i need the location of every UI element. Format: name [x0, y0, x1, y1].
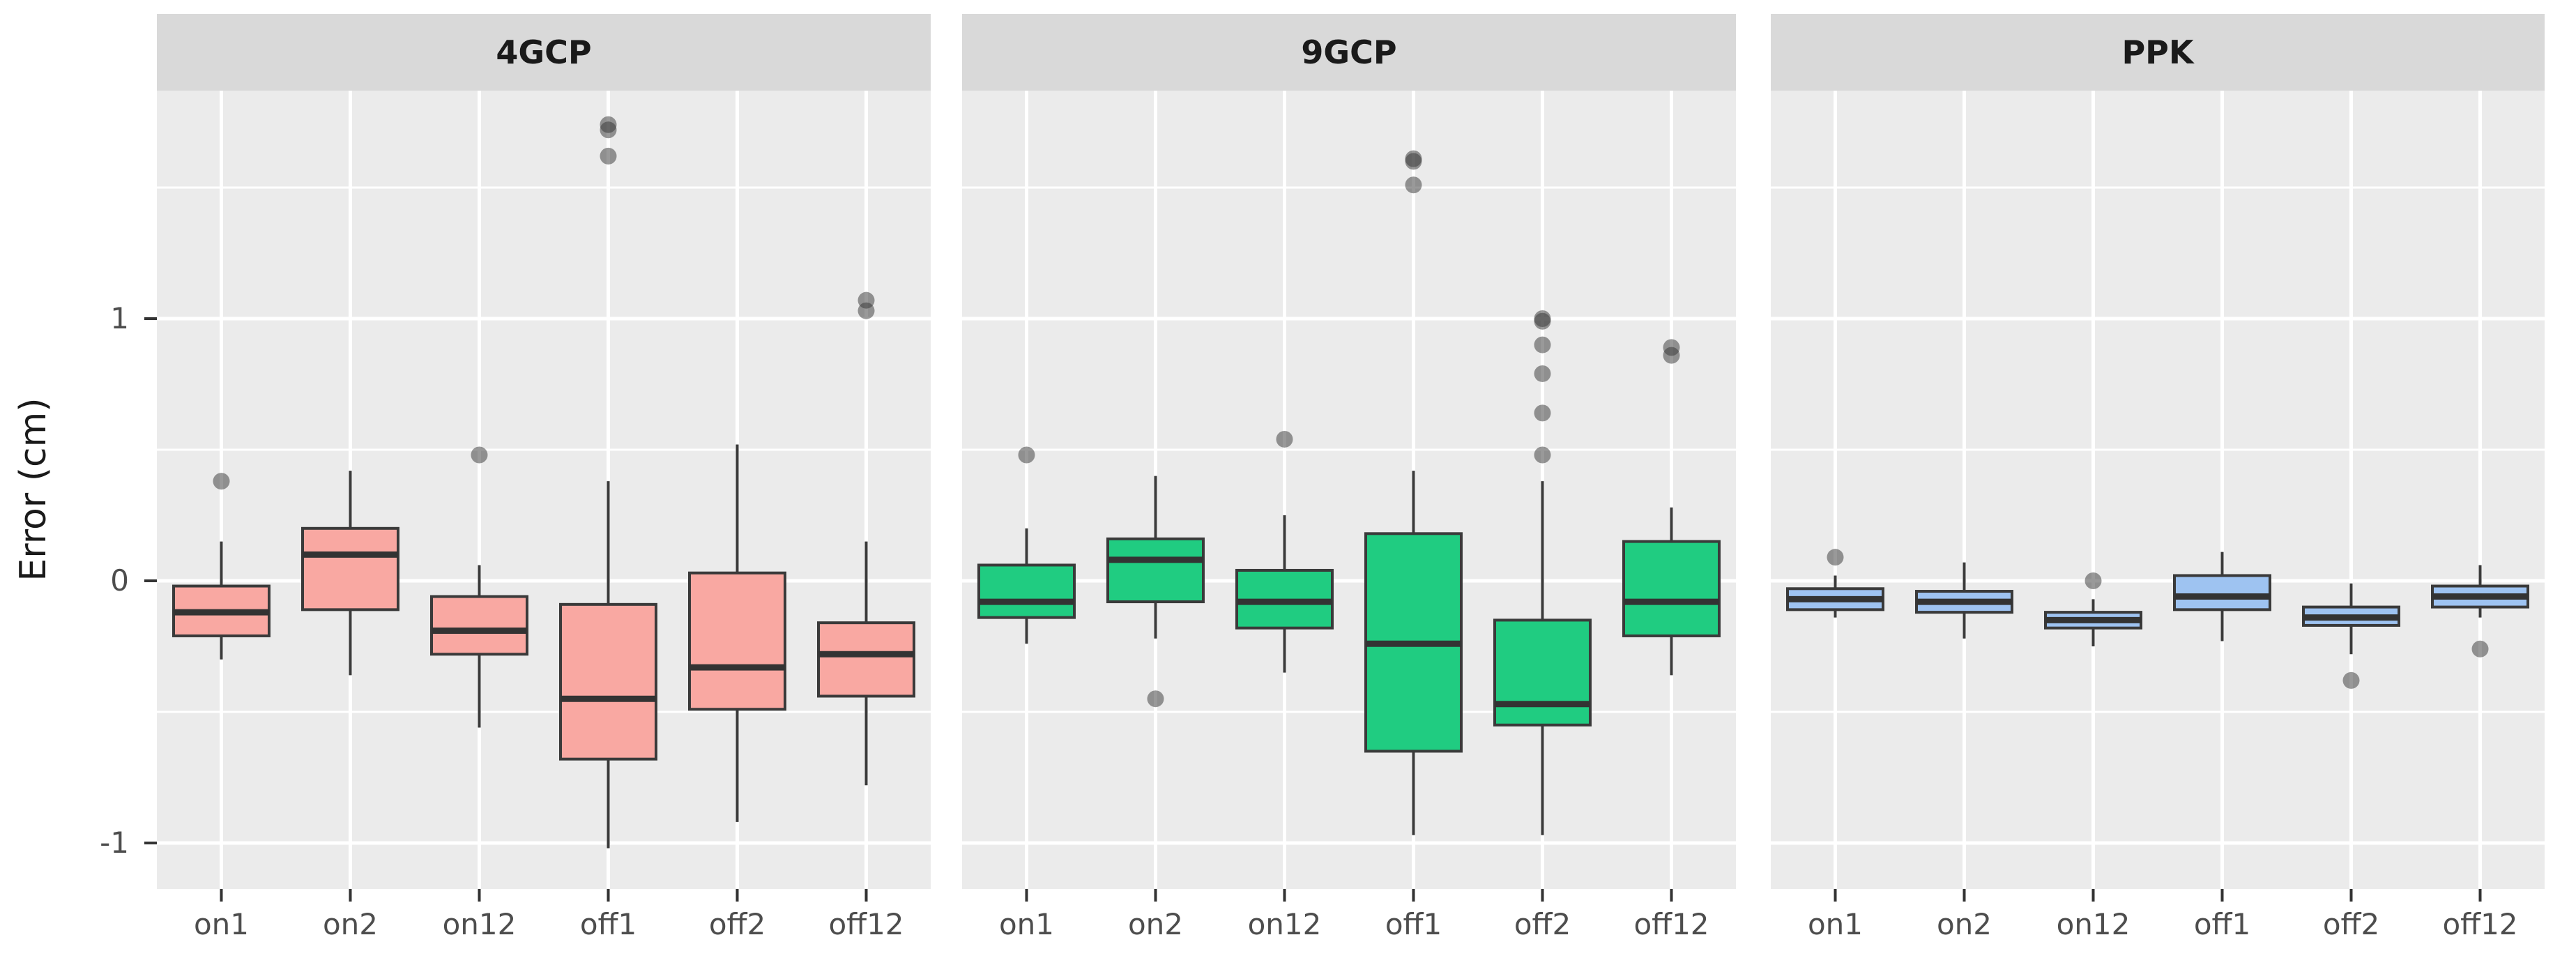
iqr-box	[430, 595, 528, 656]
facet-strip	[157, 14, 931, 91]
outlier-point	[1018, 446, 1035, 464]
boxplot-on2	[1915, 562, 2013, 639]
outlier-point	[213, 473, 230, 490]
outlier-point	[2471, 640, 2489, 658]
facet-strip	[1771, 14, 2545, 91]
outlier-point	[1827, 549, 1844, 566]
outlier-point	[600, 121, 617, 139]
boxplot-off1	[559, 116, 657, 849]
y-tick-label: 1	[110, 301, 129, 335]
x-tick-label-off12: off12	[1633, 907, 1709, 941]
iqr-box	[977, 563, 1076, 619]
boxplot-on1	[172, 473, 270, 660]
outlier-point	[2085, 572, 2102, 589]
outlier-point	[1534, 365, 1551, 382]
boxplot-on12	[430, 446, 528, 728]
boxplot-on2	[1106, 476, 1205, 708]
x-tick-label-on1: on1	[998, 907, 1055, 941]
outlier-point	[1405, 153, 1422, 170]
x-tick-label-on1: on1	[193, 907, 250, 941]
outlier-point	[1405, 176, 1422, 194]
boxplot-off2	[1493, 310, 1592, 835]
x-tick-label-on2: on2	[1127, 907, 1184, 941]
boxplot-off12	[1622, 339, 1721, 676]
iqr-box	[817, 621, 915, 698]
facet-strip-label-ppk: PPK	[2121, 33, 2194, 71]
x-tick-label-off2: off2	[1514, 907, 1571, 941]
outlier-point	[471, 446, 488, 464]
outlier-point	[1147, 690, 1164, 708]
x-tick-label-on12: on12	[1247, 907, 1322, 941]
y-tick-label: 0	[110, 563, 129, 598]
x-tick-label-on12: on12	[2056, 907, 2131, 941]
iqr-box	[2173, 574, 2271, 611]
x-tick-label-off12: off12	[828, 907, 904, 941]
outlier-point	[1276, 430, 1293, 448]
boxplot-on12	[1235, 430, 1334, 673]
boxplot-on2	[301, 471, 399, 676]
boxplot-on1	[1786, 549, 1884, 618]
iqr-box	[301, 526, 399, 611]
facet-strip-label-9gcp: 9GCP	[1301, 33, 1397, 71]
boxplot-on12	[2044, 572, 2142, 646]
boxplot-off2	[2302, 583, 2400, 689]
panel-4GCP	[157, 14, 931, 902]
panel-9GCP	[962, 14, 1736, 902]
x-tick-label-on12: on12	[442, 907, 517, 941]
outlier-point	[2342, 671, 2360, 689]
boxplot-off12	[817, 291, 915, 786]
outlier-point	[600, 147, 617, 165]
x-tick-label-off1: off1	[579, 907, 637, 941]
panel-background	[157, 91, 931, 889]
boxplot-off12	[2431, 565, 2529, 658]
boxplot-off2	[688, 444, 786, 822]
outlier-point	[858, 302, 875, 319]
boxplot-on1	[977, 446, 1076, 644]
x-tick-label-on1: on1	[1807, 907, 1864, 941]
x-tick-label-off2: off2	[708, 907, 766, 941]
boxplot-off1	[2173, 552, 2271, 641]
panel-PPK	[1771, 14, 2545, 902]
x-tick-label-off1: off1	[2193, 907, 2251, 941]
iqr-box	[1622, 540, 1721, 637]
panel-background	[1771, 91, 2545, 889]
y-tick-label: -1	[100, 826, 129, 860]
iqr-box	[559, 602, 657, 761]
outlier-point	[1534, 336, 1551, 354]
x-tick-label-on2: on2	[1936, 907, 1992, 941]
facet-strip-label-4gcp: 4GCP	[496, 33, 592, 71]
x-tick-label-on2: on2	[322, 907, 379, 941]
outlier-point	[1663, 347, 1680, 364]
outlier-point	[1534, 312, 1551, 330]
outlier-point	[1534, 446, 1551, 464]
boxplot-off1	[1364, 150, 1463, 835]
iqr-box	[1493, 618, 1592, 727]
iqr-box	[688, 571, 786, 711]
facet-strip	[962, 14, 1736, 91]
x-tick-label-off1: off1	[1385, 907, 1442, 941]
x-tick-label-off12: off12	[2442, 907, 2518, 941]
iqr-box	[1106, 537, 1205, 604]
outlier-point	[1534, 404, 1551, 422]
panel-background	[962, 91, 1736, 889]
x-tick-label-off2: off2	[2322, 907, 2380, 941]
